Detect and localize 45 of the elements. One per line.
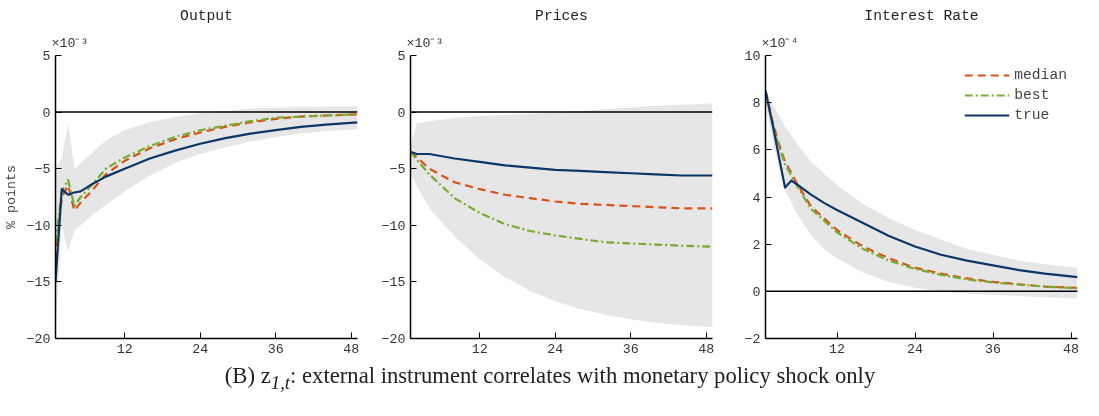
y-tick-label: −10 [381, 218, 406, 234]
x-tick-label: 36 [622, 341, 639, 357]
line-series [410, 150, 713, 248]
y-tick-label: 5 [397, 49, 406, 64]
chart-title: Output [180, 7, 233, 24]
y-tick-label: −2 [744, 332, 761, 347]
x-tick-label: 12 [116, 341, 133, 357]
x-tick-label: 48 [698, 341, 715, 357]
text: ×10⁻³ [406, 35, 444, 51]
y-tick-label: 6 [752, 143, 761, 159]
chart-title: Prices [535, 7, 588, 24]
text: ×10⁻³ [51, 35, 89, 51]
y-tick-label: 0 [397, 105, 406, 121]
x-tick-label: 36 [267, 341, 284, 357]
y-tick-label: −20 [381, 332, 406, 347]
x-tick-label: 48 [1063, 341, 1079, 357]
x-tick-label: 24 [547, 341, 564, 357]
x-tick-label: 24 [907, 341, 923, 357]
x-tick-label: 36 [985, 341, 1001, 357]
x-tick-label: 24 [192, 341, 209, 357]
y-tick-label: −15 [26, 275, 51, 291]
y-tick-label: −10 [26, 218, 51, 234]
y-tick-label: −5 [389, 162, 406, 178]
text: ×10⁻⁴ [761, 35, 799, 51]
y-tick-label: 10 [744, 49, 761, 64]
x-tick-label: 12 [829, 341, 845, 357]
y-tick-label: 0 [752, 284, 761, 300]
x-tick-label: 12 [471, 341, 488, 357]
y-tick-label: 0 [42, 105, 51, 121]
x-tick-label: 48 [343, 341, 360, 357]
y-tick-label: −20 [26, 332, 51, 347]
y-axis-title: % points [3, 164, 19, 229]
legend-label: true [1014, 107, 1050, 123]
y-tick-label: −15 [381, 275, 406, 291]
line-series [410, 150, 713, 177]
y-tick-label: 4 [752, 190, 761, 206]
text: (B) z$_{1,t}$: external instrument correlates with monetary policy shock only [224, 362, 876, 395]
y-tick-label: 8 [752, 96, 761, 112]
y-tick-label: −5 [34, 162, 51, 178]
y-tick-label: 5 [42, 49, 51, 64]
legend-label: median [1014, 67, 1067, 83]
line-series [55, 121, 358, 283]
legend-label: best [1014, 87, 1050, 103]
chart-title: Interest Rate [864, 7, 979, 24]
y-tick-label: 2 [752, 237, 761, 253]
